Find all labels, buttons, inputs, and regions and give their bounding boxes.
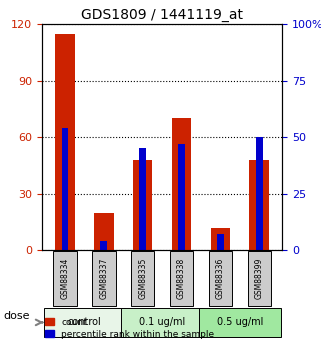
FancyBboxPatch shape (121, 308, 203, 336)
Text: GSM88338: GSM88338 (177, 258, 186, 299)
Text: GSM88335: GSM88335 (138, 258, 147, 299)
Bar (62, 128, 68, 250)
Bar (100, 241, 107, 250)
Text: GSM88399: GSM88399 (255, 258, 264, 299)
Text: 0.5 ug/ml: 0.5 ug/ml (217, 317, 263, 327)
FancyBboxPatch shape (209, 251, 232, 306)
Text: control: control (67, 317, 101, 327)
Bar (139, 148, 146, 250)
FancyBboxPatch shape (131, 251, 154, 306)
Text: GSM88336: GSM88336 (216, 258, 225, 299)
Bar (178, 144, 185, 250)
Bar (211, 228, 230, 250)
FancyBboxPatch shape (92, 251, 116, 306)
FancyBboxPatch shape (53, 251, 77, 306)
Text: GSM88334: GSM88334 (61, 258, 70, 299)
Bar (133, 160, 152, 250)
Text: GSM88337: GSM88337 (100, 258, 108, 299)
Bar (217, 234, 224, 250)
Text: dose: dose (3, 311, 30, 321)
FancyBboxPatch shape (170, 251, 193, 306)
Bar (249, 160, 269, 250)
Bar (256, 137, 263, 250)
Bar (55, 33, 75, 250)
FancyBboxPatch shape (199, 308, 281, 336)
Bar (94, 213, 114, 250)
Text: 0.1 ug/ml: 0.1 ug/ml (139, 317, 185, 327)
Bar (172, 118, 191, 250)
Legend: count, percentile rank within the sample: count, percentile rank within the sample (43, 316, 216, 341)
FancyBboxPatch shape (44, 308, 125, 336)
FancyBboxPatch shape (247, 251, 271, 306)
Title: GDS1809 / 1441119_at: GDS1809 / 1441119_at (81, 8, 243, 22)
